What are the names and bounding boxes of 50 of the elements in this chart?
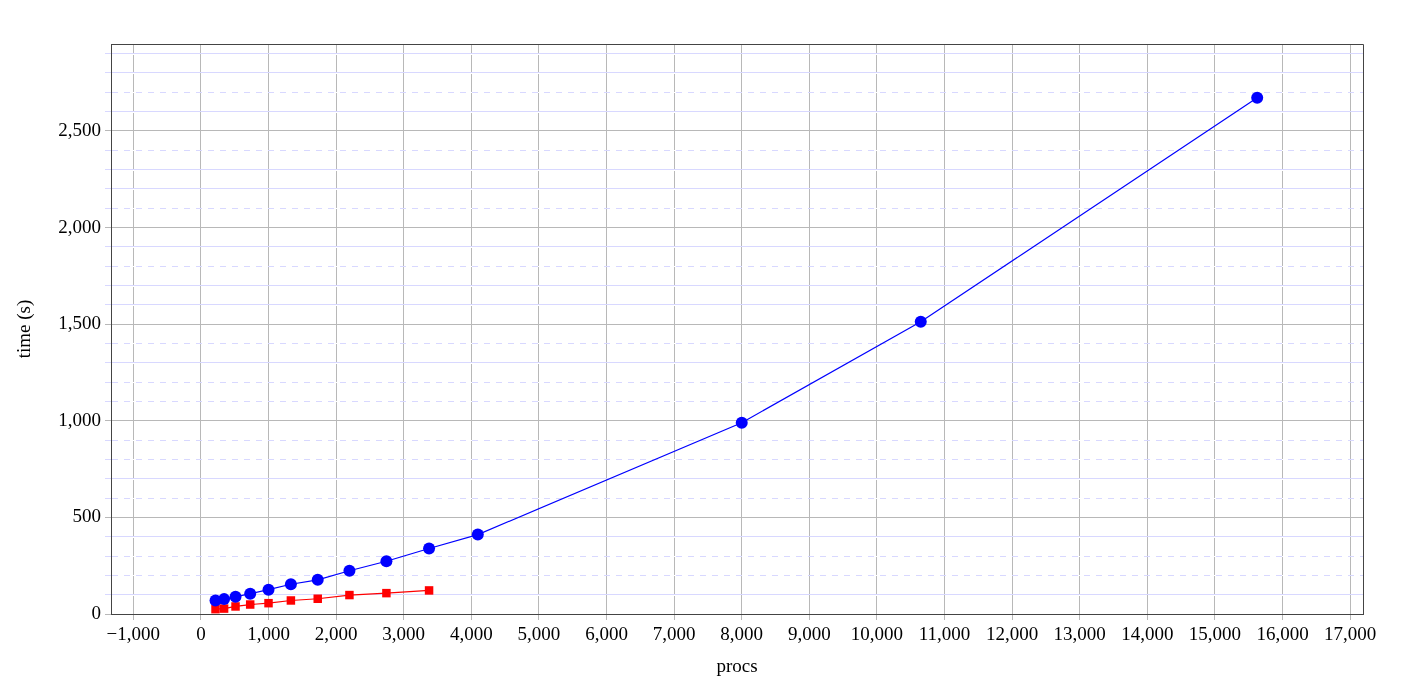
x-tick-label: −1,000 bbox=[106, 623, 161, 645]
y-tick-label: 1,500 bbox=[58, 312, 101, 334]
point bbox=[380, 555, 393, 568]
x-tick-label: 0 bbox=[196, 623, 206, 645]
x-tick-label: 14,000 bbox=[1121, 623, 1174, 645]
x-tick-label: 3,000 bbox=[382, 623, 426, 645]
x-tick-label: 10,000 bbox=[850, 623, 904, 645]
point bbox=[244, 587, 257, 600]
y-tick-label: 2,000 bbox=[58, 215, 101, 237]
x-tick-label: 17,000 bbox=[1324, 623, 1377, 645]
point bbox=[735, 416, 748, 429]
x-tick-label: 15,000 bbox=[1188, 623, 1242, 645]
x-axis-title: procs bbox=[716, 654, 758, 676]
point bbox=[424, 586, 434, 595]
point bbox=[343, 564, 356, 577]
x-tick-label: 1,000 bbox=[247, 623, 290, 645]
point bbox=[218, 593, 231, 606]
x-tick-label: 9,000 bbox=[787, 623, 831, 645]
point bbox=[264, 598, 273, 608]
point bbox=[231, 602, 240, 611]
x-tick-label: 11,000 bbox=[918, 623, 971, 645]
x-tick-label: 12,000 bbox=[986, 623, 1039, 645]
point bbox=[311, 573, 324, 586]
x-tick-label: 8,000 bbox=[720, 623, 764, 645]
x-tick-label: 2,000 bbox=[314, 623, 358, 645]
point bbox=[313, 594, 322, 603]
point bbox=[219, 604, 229, 613]
point bbox=[262, 583, 275, 596]
x-tick-label: 4,000 bbox=[449, 623, 493, 645]
y-tick-label: 0 bbox=[91, 601, 101, 623]
y-tick-label: 2,500 bbox=[58, 118, 101, 140]
point bbox=[345, 590, 354, 600]
point bbox=[914, 315, 927, 328]
point bbox=[423, 542, 436, 555]
x-tick-label: 5,000 bbox=[517, 623, 561, 645]
y-tick-label: 1,000 bbox=[58, 408, 101, 430]
y-tick-label: 500 bbox=[72, 505, 101, 527]
x-tick-label: 7,000 bbox=[652, 623, 696, 645]
point bbox=[382, 588, 391, 598]
x-tick-label: 6,000 bbox=[585, 623, 628, 645]
point bbox=[245, 600, 255, 609]
point bbox=[471, 528, 484, 541]
y-axis-title: time (s) bbox=[13, 299, 36, 359]
x-tick-label: 16,000 bbox=[1256, 623, 1309, 645]
point bbox=[1251, 91, 1264, 104]
point bbox=[211, 604, 220, 614]
point bbox=[286, 596, 296, 605]
point bbox=[229, 590, 242, 603]
x-tick-label: 13,000 bbox=[1053, 623, 1106, 645]
point bbox=[284, 578, 297, 591]
